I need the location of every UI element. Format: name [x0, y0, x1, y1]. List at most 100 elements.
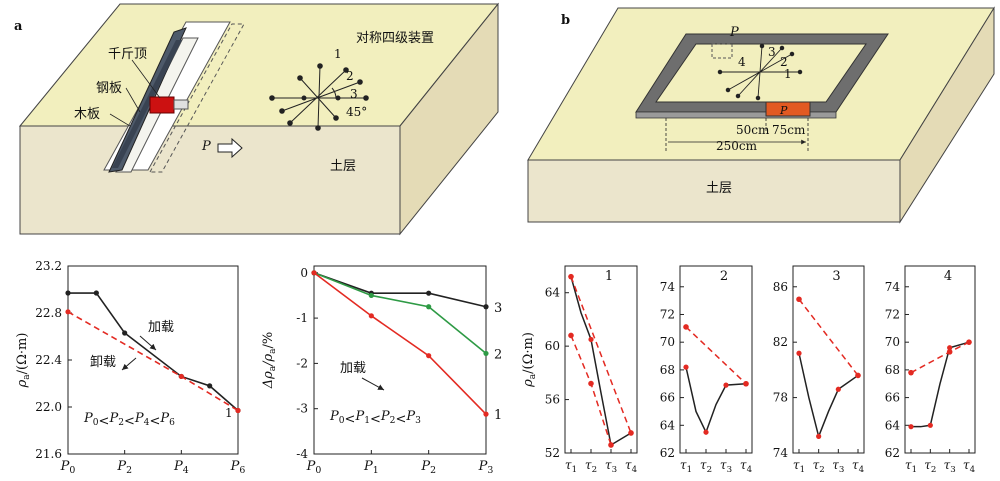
annotation-load: 加载: [340, 361, 366, 376]
y-tick-label: 74: [773, 446, 789, 460]
data-point: [65, 309, 71, 315]
y-tick-label: 22.4: [35, 353, 62, 367]
y-tick-label: 74: [660, 280, 676, 294]
y-tick-label: -1: [296, 311, 308, 325]
chart-arm-2: 2 74 72 70 68 66 64 62 τ1 τ2 τ3 τ4: [660, 265, 753, 475]
panel-b-diagram: b P P 4 3 2 1: [527, 6, 995, 224]
annotation-load: 加载: [148, 320, 174, 335]
series-label-1: 1: [494, 408, 502, 423]
series-line-1: [685, 326, 747, 385]
chart-title: 1: [605, 269, 613, 284]
y-tick-label: 66: [885, 391, 900, 405]
y-axis-label: ρa/(Ω·m): [521, 332, 538, 388]
annotation-condition: P0<P1<P2<P3: [329, 409, 421, 427]
series-label-3: 3: [494, 301, 502, 316]
y-axis-label: Δρa/ρa/%: [261, 332, 278, 390]
steel-plate-face: [112, 40, 182, 168]
data-point: [855, 372, 861, 379]
y-axis-label: ρa/(Ω·m): [15, 333, 32, 389]
y-tick-label: 60: [545, 339, 560, 353]
y-tick-label: 66: [660, 391, 675, 405]
series-line-1: [798, 298, 859, 376]
data-point: [426, 290, 432, 296]
y-tick-label: 23.2: [35, 259, 62, 273]
loading-plate: [765, 101, 811, 117]
data-point: [568, 332, 574, 339]
x-tick-label: P1: [363, 459, 379, 476]
series-line-0: [570, 276, 632, 447]
electrode-array: [269, 63, 369, 131]
y-tick-label: 62: [660, 446, 675, 460]
y-tick-label: 22.0: [35, 400, 62, 414]
dimension-lines: [665, 118, 809, 152]
x-tick-label: τ2: [700, 458, 712, 475]
data-point: [927, 422, 933, 428]
panel-b-tag: b: [561, 13, 570, 28]
data-point: [816, 433, 822, 439]
data-point: [628, 430, 634, 436]
y-tick-label: 22.8: [35, 306, 62, 320]
y-tick-label: -4: [296, 447, 308, 461]
x-tick-label: τ3: [832, 458, 844, 475]
data-point: [608, 442, 614, 448]
x-tick-label: τ4: [852, 458, 865, 475]
y-tick-label: 64: [660, 418, 676, 432]
x-tick-label: τ4: [625, 458, 638, 475]
y-tick-label: 56: [545, 393, 560, 407]
y-tick-label: 62: [885, 446, 900, 460]
leader-steel: [125, 87, 141, 113]
data-point: [178, 373, 184, 380]
x-tick-label: τ4: [740, 458, 753, 475]
series-label-2: 2: [494, 347, 502, 362]
arm-label-3: 3: [350, 87, 358, 101]
x-tick-label: τ2: [813, 458, 825, 475]
data-point: [426, 353, 432, 359]
data-point: [426, 304, 432, 310]
series-label-1: 1: [225, 406, 233, 420]
y-tick-label: 52: [545, 446, 560, 460]
leader-jack: [131, 59, 161, 99]
series-line-2: [570, 276, 632, 434]
trench-wall-dashed: [149, 23, 245, 173]
plot-frame: [679, 265, 753, 454]
chart-title: 3: [832, 269, 840, 284]
y-tick-label: 21.6: [35, 447, 62, 461]
chart-title: 4: [944, 269, 952, 284]
data-point: [235, 407, 241, 414]
arm-label-2: 2: [346, 69, 354, 83]
x-tick-label: P2: [116, 459, 132, 476]
y-tick-label: 72: [660, 307, 675, 321]
x-tick-label: τ1: [905, 458, 917, 475]
series-line-0: [798, 353, 859, 439]
star-label-4: 4: [738, 55, 746, 69]
star-label-1: 1: [784, 67, 792, 81]
data-point: [65, 290, 71, 296]
electrode-star: [717, 43, 803, 101]
series-line-1: [570, 335, 612, 446]
arrow-load: [361, 377, 385, 391]
x-tick-label: τ3: [720, 458, 732, 475]
label-soil-b: 土层: [706, 181, 732, 196]
x-tick-label: P4: [173, 459, 189, 476]
y-tick-label: 72: [885, 307, 900, 321]
plot-frame: [792, 265, 865, 454]
soil-side-face: [399, 2, 499, 236]
angle-label: 45°: [346, 105, 367, 119]
y-tick-label: 70: [660, 335, 675, 349]
y-tick-label: 64: [885, 418, 901, 432]
x-tick-label: P6: [230, 459, 246, 476]
y-tick-label: 70: [885, 335, 900, 349]
annotation-condition: P0<P2<P4<P6: [83, 411, 175, 429]
x-tick-label: P0: [60, 459, 76, 476]
data-point: [588, 336, 594, 343]
data-point: [483, 411, 489, 417]
series-line-0: [911, 341, 970, 428]
data-point: [93, 290, 99, 296]
x-tick-label: τ2: [924, 458, 936, 475]
data-point: [207, 383, 213, 389]
label-steel-plate: 钢板: [96, 81, 122, 96]
data-point: [483, 304, 489, 310]
plot-frame: [564, 265, 638, 454]
plot-frame: [313, 265, 487, 455]
y-tick-label: 78: [773, 391, 788, 405]
